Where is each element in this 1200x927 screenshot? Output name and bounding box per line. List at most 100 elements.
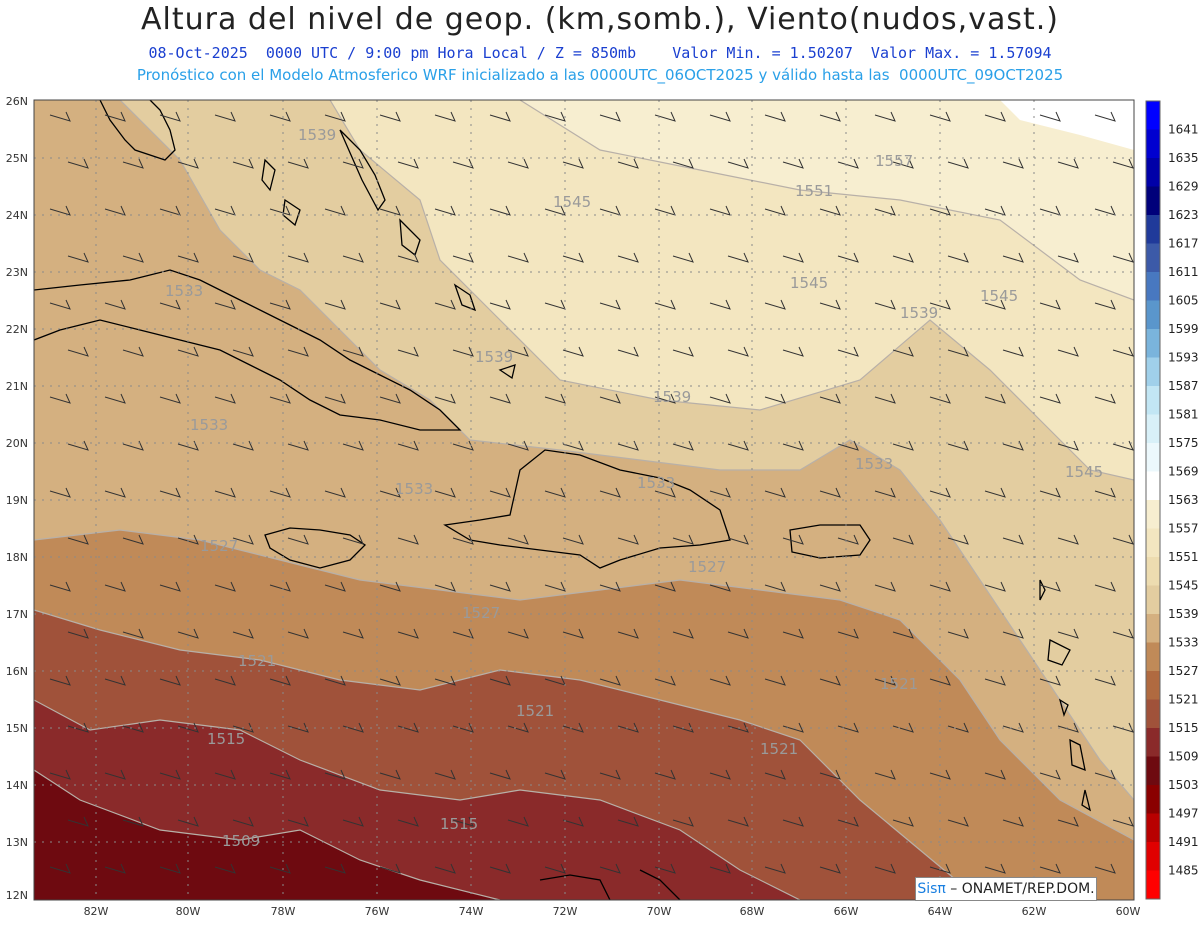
wind-barb [1094, 111, 1116, 122]
contour-label: 1545 [553, 193, 591, 211]
wind-barb [1002, 722, 1024, 733]
wind-barb [507, 158, 529, 169]
wind-barb [709, 863, 731, 874]
wind-barb [452, 252, 474, 263]
wind-barb [617, 534, 639, 545]
lon-label: 62W [1022, 905, 1047, 918]
colorbar-swatch [1146, 300, 1160, 330]
colorbar-swatch [1146, 699, 1160, 729]
credit-box: Sisπ – ONAMET/REP.DOM. [915, 877, 1097, 901]
wind-barb [654, 299, 676, 310]
lat-label: 22N [6, 323, 28, 336]
wind-barb [599, 581, 621, 592]
wind-barb [434, 393, 456, 404]
colorbar: 1641 1635 1629 1623 1617 1611 1605 1599 1593 1587… [1145, 100, 1199, 900]
lat-label: 23N [6, 266, 28, 279]
wind-barb [489, 769, 511, 780]
wind-barb [1057, 346, 1079, 357]
shaded-height-field: 1557 1551 1545 1545 1545 1545 1539 1539 … [34, 100, 1134, 900]
wind-barb [397, 346, 419, 357]
wind-barb [727, 158, 749, 169]
wind-barb [984, 393, 1006, 404]
wind-barb [232, 722, 254, 733]
wind-barb [434, 299, 456, 310]
wind-barb [324, 111, 346, 122]
wind-barb [1039, 769, 1061, 780]
wind-barb [342, 534, 364, 545]
wind-barb [874, 487, 896, 498]
contour-label: 1521 [880, 675, 918, 693]
wind-barb [727, 346, 749, 357]
wind-barb [397, 440, 419, 451]
wind-barb [122, 816, 144, 827]
wind-barb [49, 205, 71, 216]
lat-label: 24N [6, 209, 28, 222]
colorbar-label: 1551 [1168, 550, 1199, 564]
colorbar-label: 1527 [1168, 664, 1199, 678]
wind-barb [727, 534, 749, 545]
wind-barb [1039, 581, 1061, 592]
contour-label: 1545 [1065, 463, 1103, 481]
wind-barb [159, 299, 181, 310]
wind-barb [177, 440, 199, 451]
wind-barb [709, 111, 731, 122]
colorbar-frame [1145, 100, 1161, 900]
colorbar-swatch [1146, 357, 1160, 387]
wind-barb [1039, 675, 1061, 686]
lat-label: 15N [6, 722, 28, 735]
wind-barb [617, 722, 639, 733]
wind-barb [287, 816, 309, 827]
wind-barb [1002, 816, 1024, 827]
wind-barb [782, 158, 804, 169]
colorbar-label: 1503 [1168, 778, 1199, 792]
wind-barb [104, 487, 126, 498]
contour-label: 1521 [516, 702, 554, 720]
plot-frame [33, 99, 1135, 901]
wind-barb [984, 487, 1006, 498]
lon-label: 60W [1116, 905, 1141, 918]
wind-barb [177, 722, 199, 733]
wind-barb [837, 628, 859, 639]
colorbar-label: 1497 [1168, 807, 1199, 821]
wind-barb [214, 581, 236, 592]
colorbar-swatch [1146, 186, 1160, 216]
wind-barb [49, 769, 71, 780]
wind-barb [507, 534, 529, 545]
wind-barb [599, 863, 621, 874]
colorbar-swatch [1146, 129, 1160, 159]
credit-brand: Sis [917, 881, 938, 897]
wind-barb [984, 863, 1006, 874]
wind-barb [397, 722, 419, 733]
wind-barb [819, 205, 841, 216]
wind-barb [342, 252, 364, 263]
wind-barb [1094, 487, 1116, 498]
wind-barb [892, 346, 914, 357]
colorbar-label: 1515 [1168, 721, 1199, 735]
wind-barb [874, 581, 896, 592]
wind-barb [269, 111, 291, 122]
wind-barb [67, 534, 89, 545]
wind-barb [1112, 534, 1134, 545]
contour-label: 1533 [637, 474, 675, 492]
wind-barb [599, 111, 621, 122]
wind-barb [562, 158, 584, 169]
colorbar-label: 1557 [1168, 522, 1199, 536]
wind-barb [507, 346, 529, 357]
wind-barb [837, 534, 859, 545]
wind-barb [104, 393, 126, 404]
wind-barb [929, 675, 951, 686]
wind-barb [49, 299, 71, 310]
colorbar-label: 1617 [1168, 237, 1199, 251]
wind-barb [1057, 816, 1079, 827]
wind-barb [1112, 252, 1134, 263]
wind-barb [672, 346, 694, 357]
wind-barb [434, 487, 456, 498]
wind-barb [49, 111, 71, 122]
wind-barb [709, 393, 731, 404]
wind-barb [654, 863, 676, 874]
wind-barb [947, 158, 969, 169]
wind-barb [214, 675, 236, 686]
colorbar-label: 1599 [1168, 322, 1199, 336]
wind-barb [232, 440, 254, 451]
